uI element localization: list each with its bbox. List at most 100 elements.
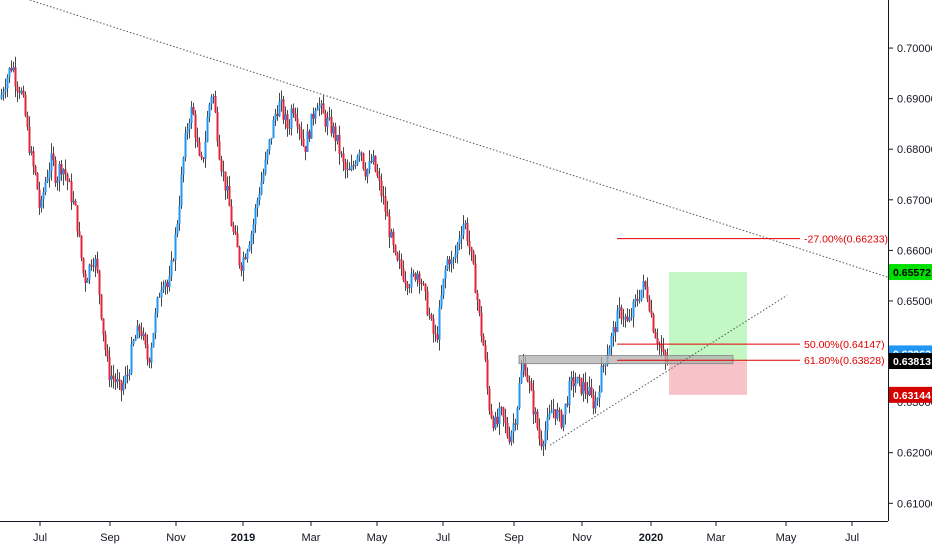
- candle: [574, 372, 577, 393]
- candle: [14, 56, 17, 98]
- x-tick: Sep: [100, 521, 120, 544]
- candle: [476, 289, 479, 311]
- candle: [248, 240, 251, 252]
- candle: [198, 137, 201, 157]
- candle: [310, 113, 313, 140]
- candle: [498, 402, 501, 435]
- candle: [656, 328, 659, 351]
- candle: [186, 123, 189, 140]
- candle: [170, 251, 173, 281]
- candle: [478, 299, 481, 317]
- candle: [302, 129, 305, 148]
- candle: [448, 255, 451, 272]
- candle: [324, 109, 327, 133]
- candle: [472, 249, 475, 265]
- candle: [18, 86, 21, 99]
- x-tick: Mar: [707, 521, 726, 544]
- candle: [326, 111, 329, 136]
- y-tick: 0.61000: [888, 498, 932, 510]
- fib-level-labels: -27.00%(0.66233) 50.00%(0.64147) 61.80%(0.…: [804, 234, 888, 368]
- candle: [388, 209, 391, 249]
- candle: [544, 421, 547, 450]
- candle: [462, 215, 465, 240]
- candle: [474, 254, 477, 294]
- candle: [570, 371, 573, 391]
- candle: [636, 289, 639, 307]
- ascending-trendline[interactable]: [549, 294, 788, 446]
- candle: [404, 271, 407, 291]
- candle: [188, 118, 191, 139]
- candle: [470, 246, 473, 261]
- candle: [654, 328, 657, 339]
- candle: [428, 307, 431, 320]
- candle: [338, 125, 341, 165]
- candle: [538, 418, 541, 446]
- candle: [270, 137, 273, 145]
- candle: [648, 295, 651, 313]
- candle: [234, 225, 237, 236]
- candle: [220, 155, 223, 177]
- candle: [466, 217, 469, 246]
- candle: [362, 152, 365, 171]
- fib-level-label: -27.00%(0.66233): [804, 234, 888, 246]
- candle: [316, 102, 319, 111]
- candle: [268, 138, 271, 155]
- candle: [52, 146, 55, 167]
- candle: [152, 332, 155, 348]
- candle: [66, 172, 69, 191]
- candle: [304, 145, 307, 161]
- x-tick-label: Nov: [166, 532, 186, 544]
- candle: [26, 111, 29, 131]
- support-zone: [518, 355, 734, 365]
- candle: [96, 251, 99, 274]
- candle: [218, 134, 221, 161]
- drawing-overlays: [0, 0, 889, 446]
- candle: [490, 403, 493, 420]
- candle: [278, 92, 281, 117]
- candle: [138, 323, 141, 339]
- candle: [184, 126, 187, 162]
- candle: [300, 121, 303, 146]
- candle: [342, 147, 345, 172]
- candle: [504, 408, 507, 434]
- candle: [356, 154, 359, 166]
- candle: [22, 85, 25, 98]
- candle: [512, 413, 515, 444]
- candle: [644, 280, 647, 290]
- candle: [608, 345, 611, 355]
- candle: [556, 402, 559, 421]
- candle: [46, 169, 49, 184]
- x-tick-label: 2020: [639, 532, 663, 544]
- candle: [242, 251, 245, 282]
- candle: [144, 332, 147, 349]
- candle: [604, 364, 607, 376]
- candle: [530, 377, 533, 392]
- candle: [308, 129, 311, 143]
- time-axis[interactable]: Jul Sep Nov 2019 Mar May Jul Sep Nov 2020 Mar May Ju…: [33, 521, 859, 544]
- candle: [240, 262, 243, 277]
- candle: [54, 156, 57, 187]
- candle: [322, 95, 325, 114]
- descending-trendline[interactable]: [0, 0, 889, 278]
- y-tick-label: 0.61000: [897, 498, 932, 510]
- candle: [434, 324, 437, 342]
- x-tick: Jul: [436, 521, 450, 544]
- candle: [114, 373, 117, 390]
- candle: [370, 153, 373, 164]
- x-tick: Sep: [504, 521, 524, 544]
- candle: [134, 334, 137, 342]
- candle: [216, 106, 219, 147]
- candle: [210, 94, 213, 111]
- candle: [442, 278, 445, 300]
- candle: [366, 168, 369, 184]
- candle: [516, 406, 519, 431]
- candle: [328, 106, 331, 121]
- candle: [124, 366, 127, 390]
